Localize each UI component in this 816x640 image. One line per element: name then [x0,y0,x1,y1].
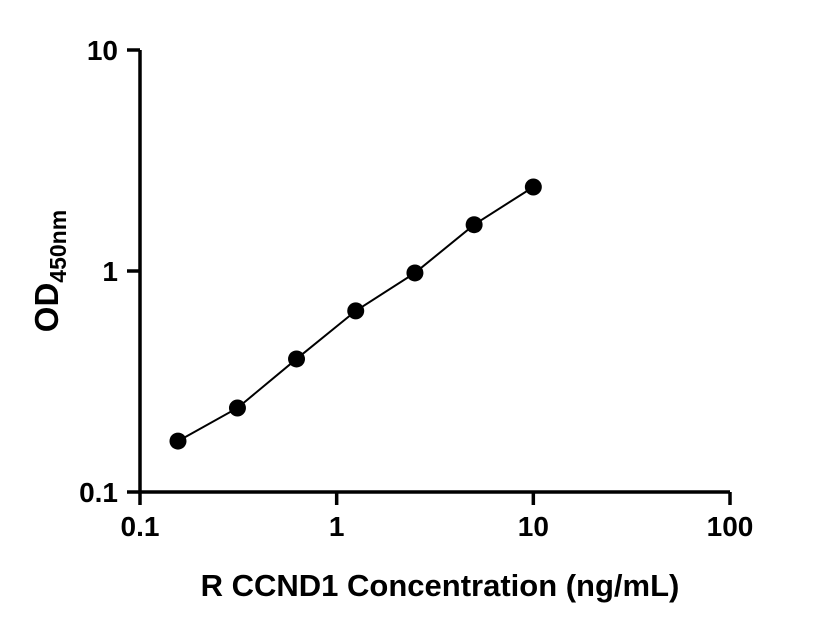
y-axis-title: OD450nm [28,210,71,332]
x-axis-title: R CCND1 Concentration (ng/mL) [201,568,680,603]
data-point [288,350,306,368]
y-axis-tick-label: 0.1 [79,477,118,508]
data-point [524,178,542,196]
data-point [465,216,483,234]
data-point [169,432,187,450]
x-axis-tick-label: 1 [329,511,345,542]
y-axis-title-main: OD [28,283,65,333]
data-point [406,264,424,282]
y-axis-tick-label: 10 [87,35,118,66]
data-point [228,399,246,417]
plot-area: 0.1 1 10 100 0.1 1 10 [79,35,753,542]
y-axis-title-sub: 450nm [45,210,71,283]
x-axis-tick-label: 100 [707,511,754,542]
axis-lines [138,50,730,494]
x-axis-tick-label: 0.1 [121,511,160,542]
x-axis-tick-label: 10 [518,511,549,542]
data-point [347,302,365,320]
y-axis-tick-label: 1 [102,256,118,287]
